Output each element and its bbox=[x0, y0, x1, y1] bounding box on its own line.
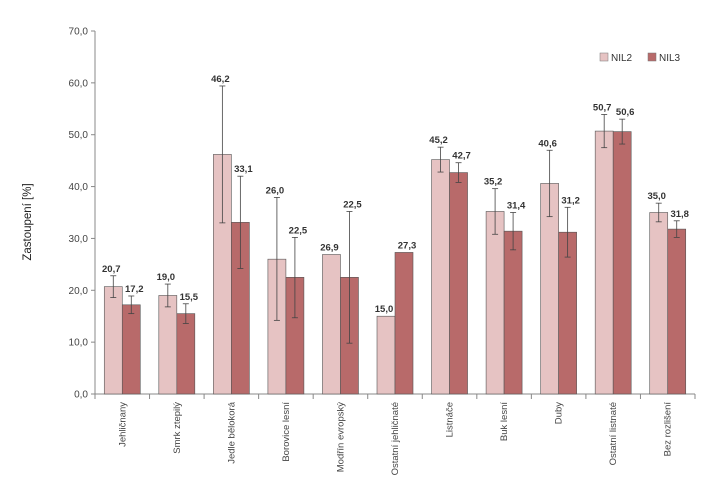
bar-nil3 bbox=[612, 131, 632, 395]
data-label-nil2: 20,7 bbox=[102, 264, 121, 275]
x-tick-label: Ostatní jehličnaté bbox=[390, 402, 401, 475]
axes: 0,0 10,0 20,0 30,0 40,0 50,0 60,0 70,0 Jehličnan… bbox=[69, 27, 696, 475]
data-label-nil3: 31,2 bbox=[561, 195, 580, 206]
bar-nil2 bbox=[158, 295, 178, 395]
data-label-nil3: 31,4 bbox=[507, 201, 526, 212]
x-tick-label: Borovice lesní bbox=[281, 402, 292, 462]
legend-label-nil3: NIL3 bbox=[659, 53, 681, 64]
bar-nil2 bbox=[376, 315, 396, 395]
legend-swatch-nil3 bbox=[647, 52, 657, 62]
data-label-nil3: 31,8 bbox=[670, 209, 689, 220]
y-tick-label: 40,0 bbox=[69, 182, 89, 193]
bar-nil3 bbox=[667, 228, 687, 395]
data-label-nil3: 22,5 bbox=[289, 225, 308, 236]
y-tick-label: 50,0 bbox=[69, 130, 89, 141]
data-label-nil3: 22,5 bbox=[343, 199, 362, 210]
y-tick-label: 0,0 bbox=[74, 390, 88, 401]
bar-nil2 bbox=[322, 254, 341, 395]
data-label-nil2: 26,9 bbox=[320, 243, 339, 254]
bar-nil3 bbox=[394, 252, 414, 395]
data-label-nil2: 15,0 bbox=[375, 304, 394, 315]
error-bars bbox=[110, 85, 680, 344]
x-tick-label: Bez rozlišení bbox=[663, 402, 674, 457]
bar-nil3 bbox=[176, 313, 196, 395]
y-tick-label: 70,0 bbox=[69, 27, 89, 38]
data-label-nil3: 50,6 bbox=[616, 107, 635, 118]
data-label-nil2: 35,2 bbox=[484, 177, 503, 188]
data-label-nil2: 50,7 bbox=[593, 102, 612, 113]
y-tick-label: 20,0 bbox=[69, 286, 89, 297]
y-tick-label: 60,0 bbox=[69, 78, 89, 89]
bar-nil2 bbox=[431, 159, 450, 395]
data-label-nil2: 46,2 bbox=[211, 74, 230, 85]
y-axis-label: Zastoupení [%] bbox=[22, 183, 34, 260]
y-tick-label: 10,0 bbox=[69, 338, 89, 349]
bar-nil2 bbox=[649, 212, 669, 395]
x-tick-label: Modřín evropský bbox=[335, 402, 346, 472]
bar-nil3 bbox=[503, 230, 523, 395]
legend: NIL2 NIL3 bbox=[599, 52, 681, 64]
data-label-nil2: 45,2 bbox=[429, 135, 448, 146]
x-tick-label: Buk lesní bbox=[499, 402, 510, 441]
y-tick-label: 30,0 bbox=[69, 234, 89, 245]
bar-nil2 bbox=[485, 211, 505, 395]
data-label-nil3: 27,3 bbox=[398, 240, 417, 251]
data-label-nil2: 35,0 bbox=[647, 191, 666, 202]
x-tick-label: Jehličnany bbox=[117, 402, 128, 447]
x-tick-label: Smrk ztepilý bbox=[172, 402, 183, 454]
data-label-nil2: 26,0 bbox=[266, 185, 285, 196]
data-label-nil3: 33,1 bbox=[234, 164, 253, 175]
data-label-nil2: 40,6 bbox=[538, 138, 557, 149]
data-label-nil3: 15,5 bbox=[180, 292, 199, 303]
legend-swatch-nil2 bbox=[599, 52, 609, 62]
data-label-nil3: 42,7 bbox=[452, 151, 471, 162]
legend-label-nil2: NIL2 bbox=[611, 53, 633, 64]
x-tick-label: Ostatní listnaté bbox=[608, 402, 619, 465]
bar-nil2 bbox=[103, 286, 123, 395]
data-label-nil3: 17,2 bbox=[125, 284, 144, 295]
x-tick-label: Jedle bělokorá bbox=[226, 401, 237, 464]
data-labels: 20,7 19,0 46,2 26,0 26,9 15,0 45,2 35,2 40,6 50,7… bbox=[102, 74, 689, 315]
x-tick-label: Duby bbox=[554, 402, 565, 424]
bar-nil3 bbox=[121, 304, 141, 395]
bar-nil3 bbox=[449, 172, 468, 395]
bars bbox=[103, 130, 687, 395]
data-label-nil2: 19,0 bbox=[157, 272, 176, 283]
x-tick-label: Listnáče bbox=[445, 402, 456, 437]
bar-nil2 bbox=[594, 130, 614, 395]
